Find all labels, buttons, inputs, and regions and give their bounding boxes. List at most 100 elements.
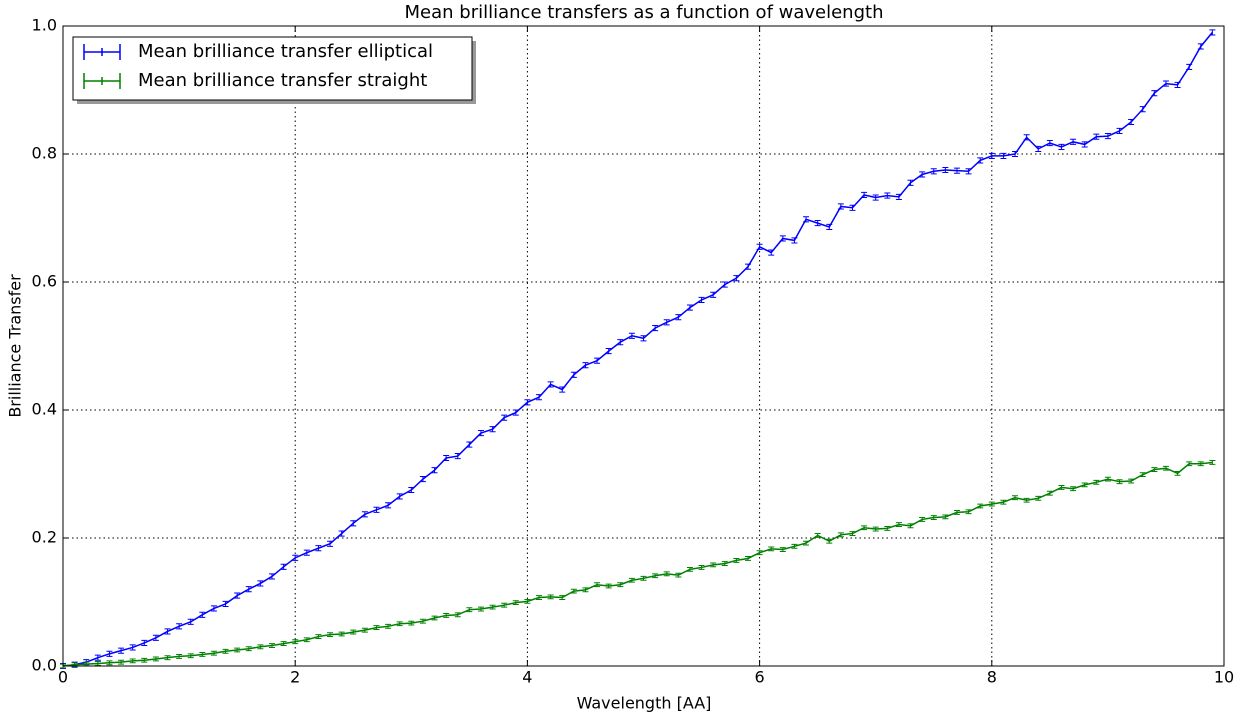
error-bar [953,167,960,174]
error-bar [779,235,786,242]
error-bar [675,314,682,321]
y-axis-label: Brilliance Transfer [6,274,25,418]
error-bar [536,394,543,401]
series-line [62,31,1213,667]
legend-label: Mean brilliance transfer elliptical [138,41,433,62]
error-bar [164,628,171,635]
error-bar [895,193,902,200]
error-bar [176,623,183,630]
error-bar [327,540,334,547]
error-bar [895,522,902,527]
error-bar [1093,479,1100,485]
error-bar [303,637,310,643]
x-tick-label: 4 [522,668,532,687]
error-bar [164,655,171,661]
error-bar [338,631,345,637]
error-bar [965,509,972,515]
error-bar [1023,134,1030,141]
error-bar [930,515,937,520]
error-bar [141,657,148,663]
error-bar [466,441,473,448]
error-bar [268,643,275,648]
error-bar [477,606,484,612]
error-bar [628,332,635,339]
error-bar [861,191,868,199]
error-bar [361,627,368,633]
y-tick-label: 0.6 [32,272,57,291]
error-bar [245,586,252,593]
error-bar [1046,490,1053,496]
error-bar [443,613,450,618]
error-bar [524,598,531,604]
error-bar [199,611,206,618]
error-bar [1139,472,1146,478]
error-bar [1151,467,1158,472]
error-bar [94,661,101,666]
legend-swatch [83,73,121,89]
error-bar [512,600,519,606]
error-bar [942,166,949,174]
error-bar [280,563,287,570]
error-bar [907,523,914,529]
error-bar [721,281,728,288]
error-bar [884,192,891,199]
error-bar [129,658,136,664]
error-bar [501,414,508,421]
error-bar [315,634,322,639]
error-bar [942,514,949,520]
error-bar [686,566,693,572]
error-bar [907,179,914,186]
error-bar [861,525,868,531]
error-bar [988,501,995,507]
error-bar [118,647,125,654]
plot-frame [62,25,1225,667]
error-bar [373,506,380,513]
y-tick-label: 0.8 [32,144,57,163]
error-bar [663,319,670,326]
error-bar [419,476,426,483]
error-bar [640,335,647,342]
error-bar [710,291,717,298]
error-bar [234,592,241,599]
error-bar [1116,479,1123,485]
error-bar [245,646,252,652]
error-bar [768,249,775,256]
error-bar [547,381,554,388]
error-bar [1035,495,1042,501]
error-bar [106,660,113,666]
error-bar [1000,499,1007,505]
error-bar [849,204,856,211]
error-bar [1046,140,1053,147]
error-bar [1139,106,1146,113]
error-bar [791,237,798,244]
error-bar [454,453,461,460]
error-bar [547,594,554,600]
error-bar [234,647,241,653]
error-bar [570,371,577,378]
error-bar [919,171,926,178]
error-bar [315,545,322,552]
error-bar [756,550,763,556]
error-bar [698,296,705,303]
error-bar [977,157,984,164]
error-bar [733,557,740,563]
error-bar [884,525,891,531]
error-bar [559,386,566,393]
error-bar [454,612,461,618]
error-bar [582,362,589,369]
error-bar [779,547,786,552]
error-bar [129,644,136,651]
error-bar [466,607,473,613]
error-bar [257,644,264,650]
error-bar [803,216,810,223]
error-bar [222,648,229,654]
x-axis-label: Wavelength [AA] [577,694,712,713]
error-bar [1093,133,1100,140]
error-bar [199,652,206,657]
error-bar [605,348,612,355]
error-bar [257,580,264,587]
error-bar [1104,133,1111,140]
error-bar [396,493,403,500]
